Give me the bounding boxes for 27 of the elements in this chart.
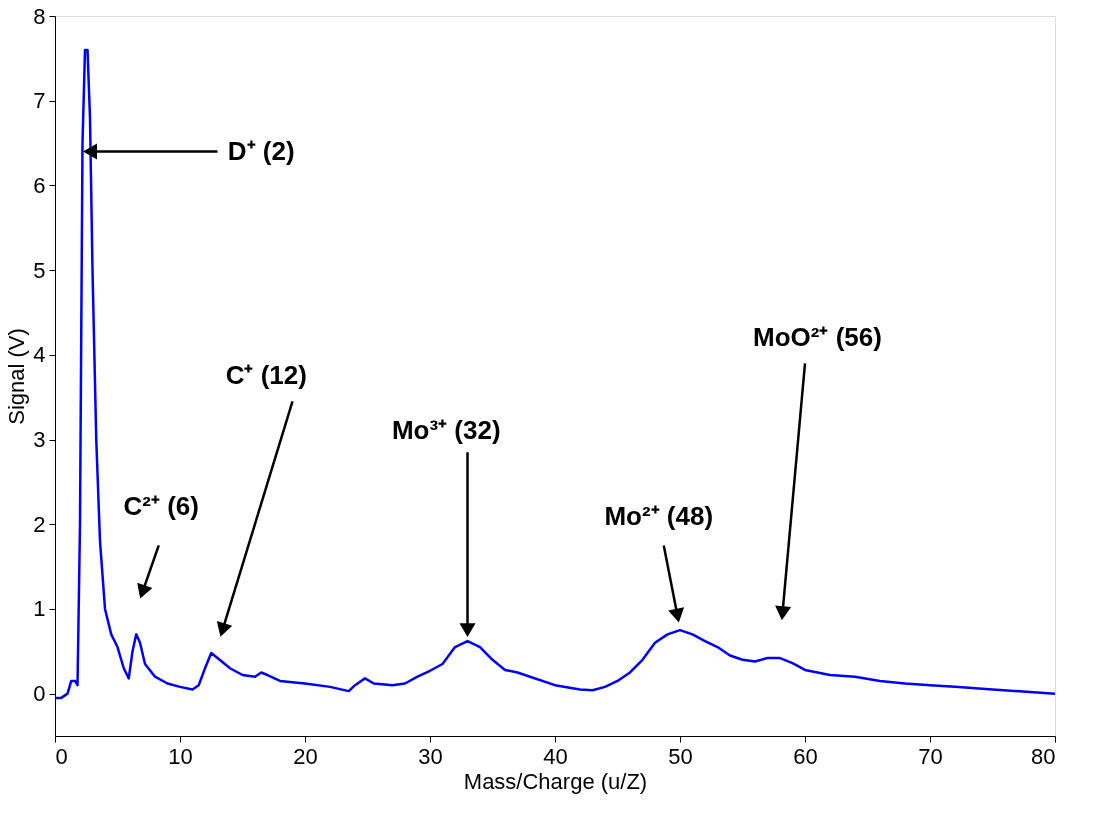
line-series — [53, 48, 1057, 700]
y-tick-label: 1 — [33, 596, 46, 622]
annotation: Mo³⁺ (32) — [391, 415, 501, 446]
x-tick-label: 0 — [55, 743, 68, 769]
x-tick-label: 50 — [668, 743, 693, 769]
x-tick-label: 40 — [543, 743, 568, 769]
x-axis-title: Mass/Charge (u/Z) — [463, 768, 648, 794]
annotation: C²⁺ (6) — [123, 491, 199, 522]
y-tick-label: 2 — [33, 511, 46, 537]
annotation: Mo²⁺ (48) — [604, 501, 714, 532]
annotation: D⁺ (2) — [227, 135, 295, 166]
x-tick-label: 20 — [293, 743, 318, 769]
y-tick-label: 0 — [33, 681, 46, 707]
y-tick-label: 3 — [33, 427, 46, 453]
x-tick-label: 70 — [918, 743, 943, 769]
x-tick-label: 10 — [168, 743, 193, 769]
annotation: C⁺ (12) — [225, 360, 307, 390]
x-tick-label: 60 — [793, 743, 818, 769]
y-tick-label: 6 — [33, 172, 46, 198]
y-tick-label: 7 — [33, 88, 46, 114]
y-tick-label: 4 — [33, 342, 46, 368]
x-tick-label: 80 — [1031, 743, 1056, 769]
y-axis-title: Signal (V) — [4, 328, 30, 425]
y-tick-label: 5 — [33, 257, 46, 283]
x-tick-label: 30 — [418, 743, 443, 769]
annotation: MoO²⁺ (56) — [753, 321, 882, 352]
y-tick-label: 8 — [33, 3, 46, 29]
